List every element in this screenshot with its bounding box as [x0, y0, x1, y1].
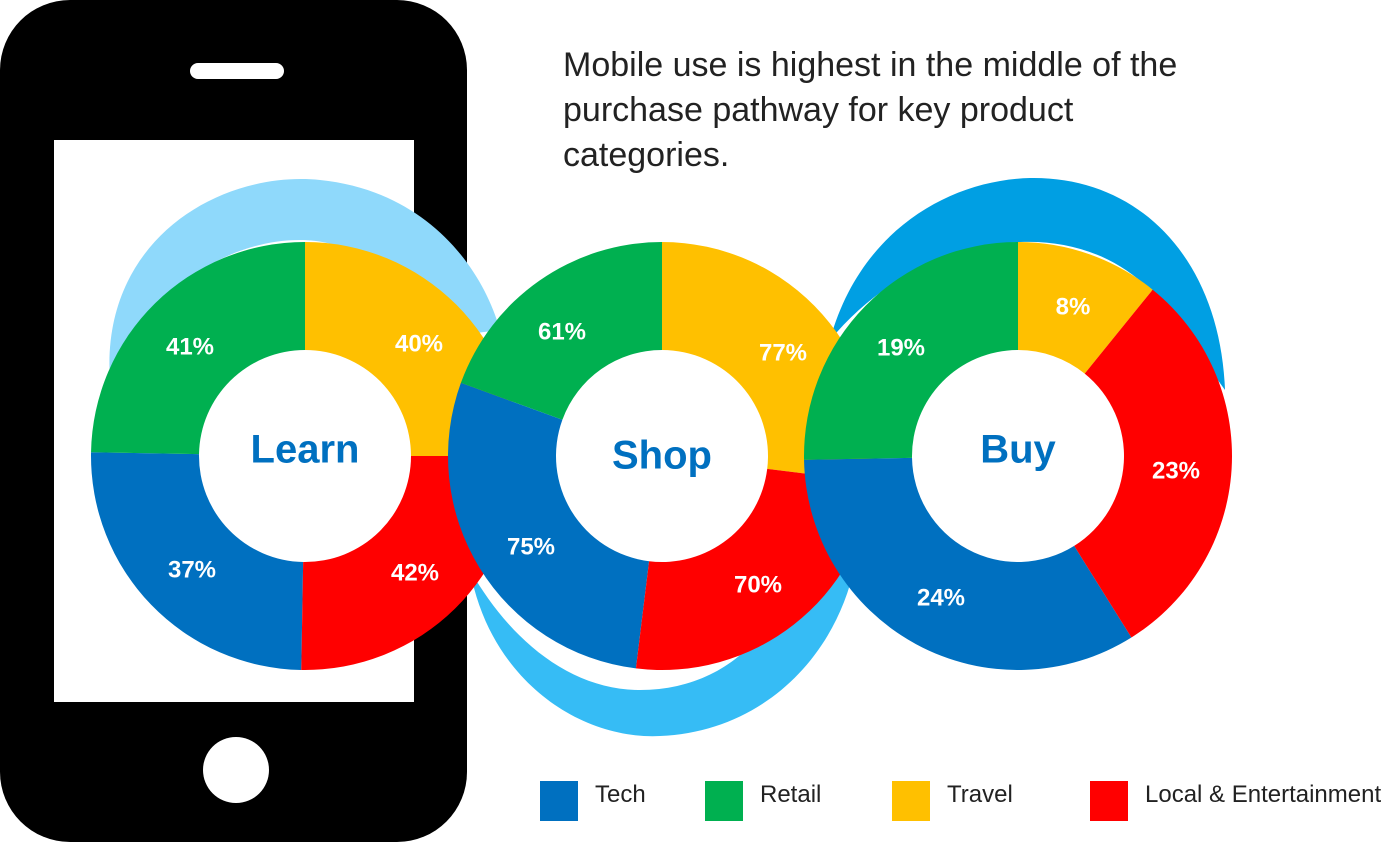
data-label-learn-local-entertainment: 42%	[391, 559, 439, 586]
data-label-buy-retail: 19%	[877, 334, 925, 361]
data-label-learn-tech: 37%	[168, 556, 216, 583]
data-label-shop-local-entertainment: 70%	[734, 571, 782, 598]
data-label-learn-retail: 41%	[166, 333, 214, 360]
decorative-swooshes	[109, 177, 1225, 737]
data-label-shop-tech: 75%	[507, 533, 555, 560]
legend: Tech Retail Travel Local & Entertainment	[540, 781, 1381, 821]
data-label-buy-travel: 8%	[1056, 293, 1091, 320]
phone-speaker	[190, 63, 284, 79]
legend-label-retail: Retail	[760, 781, 821, 808]
legend-label-tech: Tech	[595, 781, 646, 808]
slice-shop-tech	[448, 382, 650, 669]
legend-swatch-tech	[540, 781, 578, 821]
chart-title: Mobile use is highest in the middle of t…	[563, 46, 1187, 174]
center-label-buy: Buy	[980, 428, 1056, 472]
data-label-shop-retail: 61%	[538, 318, 586, 345]
slice-shop-retail	[460, 242, 662, 420]
legend-swatch-travel	[892, 781, 930, 821]
donut-charts: 37% 41% 40% 42% Learn 75% 61% 77% 70% Shop 24% 19% 8…	[90, 242, 1232, 670]
legend-label-local-entertainment: Local & Entertainment	[1145, 781, 1381, 808]
slice-buy-retail	[803, 242, 1018, 460]
title-line-1: Mobile use is highest in the middle of t…	[563, 46, 1177, 84]
slice-buy-tech	[804, 457, 1132, 670]
data-label-buy-tech: 24%	[917, 584, 965, 611]
slice-learn-retail	[91, 242, 305, 455]
data-label-shop-travel: 77%	[759, 339, 807, 366]
swoosh-learn	[109, 179, 500, 380]
phone-icon	[0, 0, 467, 842]
data-label-buy-local-entertainment: 23%	[1152, 457, 1200, 484]
legend-swatch-local-entertainment	[1090, 781, 1128, 821]
slice-buy-travel	[1018, 242, 1153, 374]
slice-buy-local-entertainment	[1074, 289, 1232, 638]
title-line-2: purchase pathway for key product	[563, 91, 1074, 129]
title-line-3: categories.	[563, 136, 729, 174]
center-label-learn: Learn	[251, 428, 360, 472]
donut-buy: 24% 19% 8% 23% Buy	[803, 242, 1232, 670]
legend-label-travel: Travel	[947, 781, 1013, 808]
phone-home-button	[203, 737, 269, 803]
swoosh-shop	[470, 565, 855, 737]
data-label-learn-travel: 40%	[395, 330, 443, 357]
center-label-shop: Shop	[612, 434, 712, 478]
swoosh-buy	[830, 177, 1225, 390]
slice-learn-tech	[90, 452, 304, 670]
legend-swatch-retail	[705, 781, 743, 821]
